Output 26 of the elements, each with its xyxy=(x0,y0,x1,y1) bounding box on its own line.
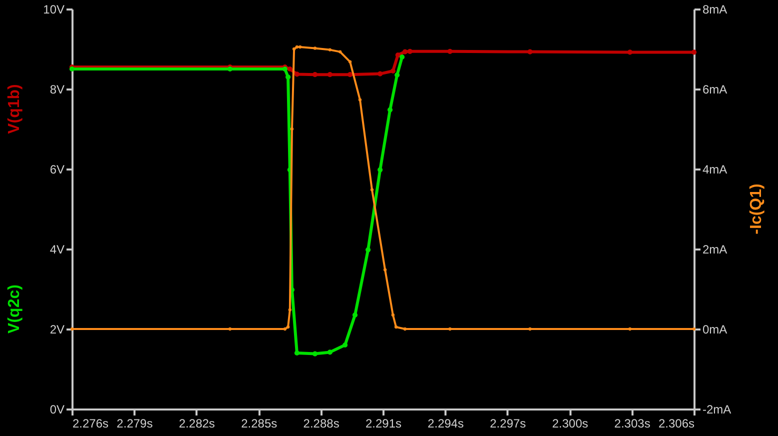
x-tick-label: 2.279s xyxy=(116,416,153,430)
x-tick-label: 2.291s xyxy=(365,416,402,430)
x-tick-label: 2.300s xyxy=(552,416,588,430)
y-tick-label: 0V xyxy=(50,402,64,416)
y2-tick-label: 0mA xyxy=(702,322,728,336)
y2-tick-label: 6mA xyxy=(702,82,728,96)
x-tick-label: 2.303s xyxy=(614,416,650,430)
x-tick-label: 2.306s xyxy=(658,416,694,430)
x-tick-label: 2.294s xyxy=(428,416,464,430)
text: V(q1b) xyxy=(6,84,23,134)
y-tick-label: 10V xyxy=(43,2,64,16)
y-tick-label: 4V xyxy=(50,242,64,256)
x-tick-label: 2.288s xyxy=(303,416,340,430)
y-tick-label: 6V xyxy=(50,162,64,176)
x-tick-label: 2.276s xyxy=(72,416,109,430)
y2-tick-label: -2mA xyxy=(702,402,732,416)
x-tick-label: 2.282s xyxy=(178,416,215,430)
y-tick-label: 8V xyxy=(50,82,64,96)
text: V(q2c) xyxy=(6,284,23,334)
y2-tick-label: 8mA xyxy=(702,2,728,16)
text: -Ic(Q1) xyxy=(748,184,765,234)
y-tick-label: 2V xyxy=(50,322,64,336)
y2-tick-label: 2mA xyxy=(702,242,728,256)
x-tick-label: 2.297s xyxy=(490,416,526,430)
y2-tick-label: 4mA xyxy=(702,162,728,176)
x-tick-label: 2.285s xyxy=(241,416,278,430)
